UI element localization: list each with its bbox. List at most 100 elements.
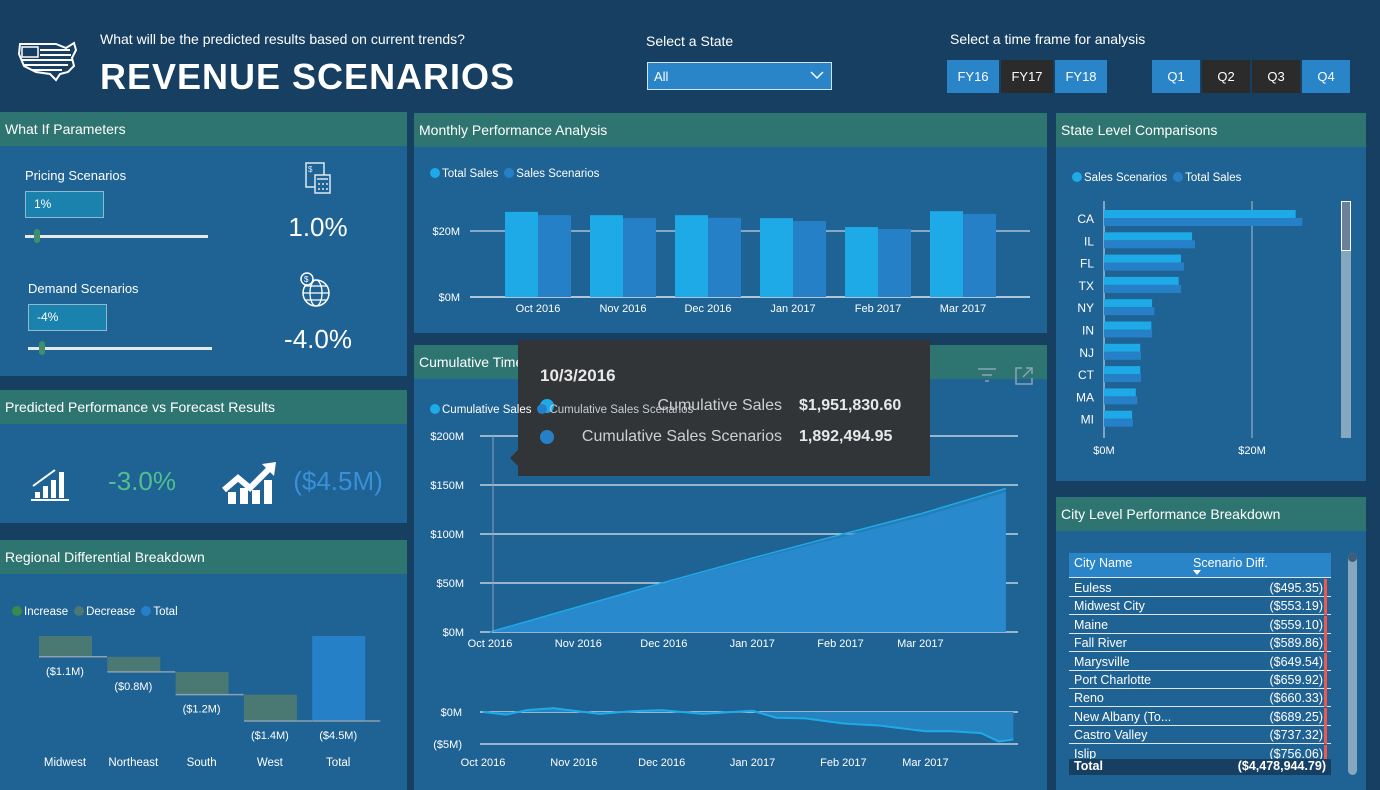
legend-cumulative-scenarios: Cumulative Sales Scenarios [537, 404, 693, 416]
demand-slider-thumb[interactable] [39, 341, 46, 355]
x-tick-label: $0M [1093, 445, 1114, 457]
monthly-legend: Total Sales Sales Scenarios [430, 168, 599, 180]
x-tick-label: Midwest [44, 757, 87, 769]
x-tick-label: Nov 2016 [555, 638, 602, 650]
city-table-total-row: Total ($4,478,944.79) [1069, 759, 1331, 775]
tooltip-sales-label: Cumulative Sales [657, 397, 783, 414]
legend-sales-scenarios: Sales Scenarios [504, 168, 599, 180]
x-tick-label: Oct 2016 [461, 757, 506, 769]
negative-bar [1324, 744, 1327, 763]
city-table-row[interactable]: Port Charlotte ($659.92) [1069, 671, 1331, 689]
negative-bar [1324, 707, 1327, 726]
what-if-panel: What If Parameters Pricing Scenarios 1% … [0, 112, 407, 376]
bar-total-sales [1104, 396, 1138, 405]
pricing-input[interactable]: 1% [25, 191, 104, 218]
city-table-row[interactable]: Castro Valley ($737.32) [1069, 726, 1331, 745]
bar-total-sales [1104, 374, 1141, 383]
state-scrollbar[interactable] [1341, 201, 1351, 438]
scenario-diff: ($649.54) [1269, 654, 1323, 669]
bar-sales-scenarios [1104, 210, 1296, 218]
demand-slider-track[interactable] [28, 347, 212, 350]
bar-sales-scenarios [1104, 388, 1136, 397]
x-tick-label: West [257, 757, 284, 769]
city-name: New Albany (To... [1074, 709, 1172, 724]
y-tick-label: CT [1078, 368, 1095, 382]
bar-total-sales [1104, 307, 1155, 316]
area-difference [483, 708, 1014, 742]
line-difference [482, 707, 1014, 743]
predicted-amount: ($4.5M) [293, 466, 383, 496]
fy18-button[interactable]: FY18 [1055, 60, 1107, 93]
bar-total-sales [1104, 329, 1153, 338]
negative-bar [1324, 634, 1327, 653]
x-tick-label: $20M [1238, 445, 1266, 457]
waterfall-bar [107, 656, 161, 672]
city-table-row[interactable]: Reno ($660.33) [1069, 689, 1331, 708]
legend-decrease: Decrease [74, 606, 135, 618]
city-table-row[interactable]: New Albany (To... ($689.25) [1069, 707, 1331, 726]
bar-sales-scenarios [793, 221, 826, 297]
scenario-diff: ($737.32) [1269, 728, 1323, 743]
city-table-row[interactable]: Midwest City ($553.19) [1069, 597, 1331, 616]
scenario-diff: ($659.92) [1269, 673, 1323, 687]
scenario-diff: ($589.86) [1269, 636, 1323, 651]
negative-bar [1324, 652, 1327, 671]
cumulative-panel: Cumulative Time Comparison $0M $50M $100M $… [414, 345, 1047, 790]
city-panel: City Level Performance Breakdown City Na… [1056, 497, 1366, 790]
bar-total-sales [930, 211, 963, 297]
bar-total-sales [1104, 262, 1184, 271]
bar-total-sales [505, 211, 538, 297]
monthly-title: Monthly Performance Analysis [414, 113, 1047, 147]
demand-label: Demand Scenarios [28, 281, 139, 296]
y-tick-label: $100M [430, 529, 464, 541]
x-tick-label: Dec 2016 [640, 638, 687, 650]
bar-total-sales [1104, 240, 1196, 249]
x-tick-label: Nov 2016 [550, 757, 597, 769]
state-label: Select a State [646, 33, 734, 49]
chevron-down-icon [809, 63, 825, 99]
bar-sales-scenarios [623, 218, 656, 297]
state-scrollbar-thumb[interactable] [1341, 201, 1351, 251]
fy16-button[interactable]: FY16 [947, 60, 999, 93]
x-tick-label: Feb 2017 [817, 638, 863, 650]
city-table-row[interactable]: Maine ($559.10) [1069, 615, 1331, 634]
data-label: ($1.1M) [46, 666, 84, 678]
city-table-row[interactable]: Fall River ($589.86) [1069, 634, 1331, 653]
scenario-diff: ($495.35) [1269, 581, 1323, 595]
bar-sales-scenarios [1104, 276, 1179, 285]
q1-button[interactable]: Q1 [1152, 60, 1200, 93]
tooltip-scenario-label: Cumulative Sales Scenarios [581, 428, 782, 445]
city-table-row[interactable]: Euless ($495.35) [1069, 579, 1331, 597]
monthly-panel: Monthly Performance Analysis Total Sales… [414, 113, 1047, 333]
col-scenario-diff[interactable]: Scenario Diff. [1193, 556, 1268, 570]
waterfall-bar [312, 636, 366, 722]
demand-input[interactable]: -4% [28, 304, 107, 331]
state-dropdown[interactable]: All [647, 62, 832, 90]
x-tick-label: Dec 2016 [638, 757, 685, 769]
q2-button[interactable]: Q2 [1202, 60, 1250, 93]
pricing-slider-track[interactable] [25, 235, 208, 238]
area-cumulative-sales [490, 488, 1006, 632]
state-bar-chart: CA IL FL TX NY IN NJ CT MA MI $0M $20M [1076, 201, 1303, 457]
col-city-name[interactable]: City Name [1074, 556, 1133, 570]
y-tick-label: $0M [441, 707, 462, 719]
bar-sales-scenarios [1104, 321, 1152, 330]
q3-button[interactable]: Q3 [1252, 60, 1300, 93]
city-name: Reno [1074, 691, 1104, 706]
city-scrollbar-thumb[interactable] [1348, 553, 1357, 562]
scenario-diff: ($660.33) [1269, 691, 1323, 706]
city-scrollbar[interactable] [1348, 553, 1357, 775]
bar-sales-scenarios [1104, 410, 1133, 419]
city-name: Midwest City [1074, 599, 1145, 614]
negative-bar [1324, 726, 1327, 745]
city-table-row[interactable]: Marysville ($649.54) [1069, 652, 1331, 671]
y-tick-label: FL [1080, 257, 1094, 271]
tooltip-pointer [510, 450, 518, 466]
q4-button[interactable]: Q4 [1302, 60, 1350, 93]
city-name: Port Charlotte [1074, 673, 1152, 687]
pricing-value: 1.0% [288, 212, 348, 242]
pricing-slider-thumb[interactable] [34, 229, 41, 243]
fy17-button[interactable]: FY17 [1001, 60, 1053, 93]
city-title: City Level Performance Breakdown [1056, 497, 1366, 531]
cumulative-area-chart: $0M $50M $100M $150M $200M Oct 2016 Nov 2016 De… [430, 431, 1018, 769]
